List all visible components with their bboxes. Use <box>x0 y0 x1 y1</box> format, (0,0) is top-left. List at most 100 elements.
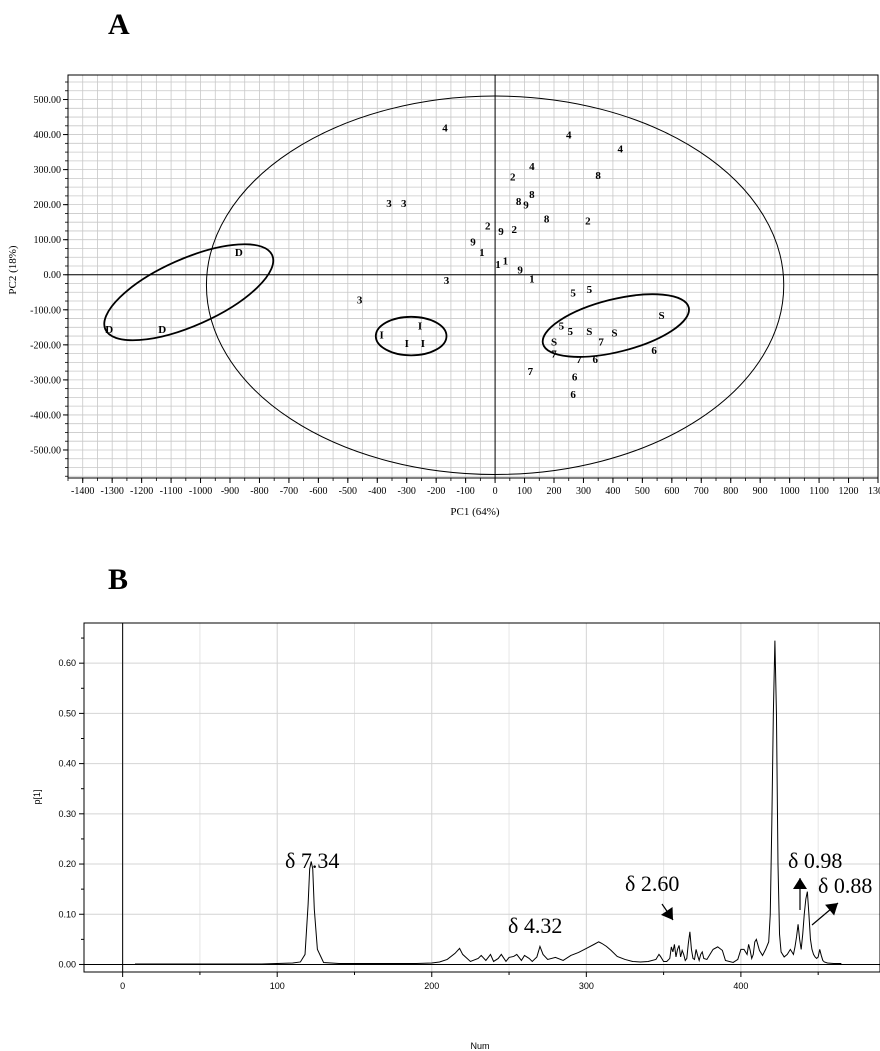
score-point-label: S <box>658 310 664 322</box>
score-point-label: 8 <box>529 189 535 201</box>
score-point-label: 2 <box>510 172 516 184</box>
peak-annotation: δ 7.34 <box>285 848 339 873</box>
score-point-label: 5 <box>570 287 576 299</box>
score-point-label: 1 <box>495 259 501 271</box>
x-tick-label: -300 <box>398 486 416 497</box>
annotation-arrow-head <box>825 903 838 916</box>
x-tick-label: 300 <box>576 486 591 497</box>
y-tick-label: 300.00 <box>34 165 62 176</box>
y-tick-label: 0.30 <box>58 809 76 819</box>
x-tick-label: 0 <box>120 981 125 991</box>
x-axis-label: Num <box>470 1041 489 1051</box>
confidence-ellipse <box>205 95 785 475</box>
y-tick-label: -400.00 <box>30 410 61 421</box>
score-point-label: 3 <box>386 198 392 210</box>
plot-frame <box>67 74 879 479</box>
score-point-label: 7 <box>598 336 604 348</box>
score-point-label: 2 <box>511 224 517 236</box>
x-tick-label: 0 <box>493 486 498 497</box>
score-point-label: 9 <box>517 264 523 276</box>
score-point-label: 6 <box>570 389 576 401</box>
score-point-label: S <box>551 336 557 348</box>
score-point-label: 6 <box>651 345 657 357</box>
y-tick-label: 100.00 <box>34 235 62 246</box>
x-tick-label: -100 <box>456 486 474 497</box>
score-point-label: 6 <box>592 354 598 366</box>
x-tick-label: 600 <box>664 486 679 497</box>
loading-plot: 0 100 200 300 400 0.00 0.10 0.20 0.30 0.40 0.50 0.6… <box>32 622 880 1051</box>
x-tick-label: 100 <box>517 486 532 497</box>
group-ellipse <box>541 293 690 358</box>
x-tick-label: 100 <box>270 981 285 991</box>
score-point-label: I <box>418 321 422 333</box>
score-point-label: 9 <box>498 226 504 238</box>
score-point-label: 4 <box>618 144 624 156</box>
score-point-label: 5 <box>587 284 593 296</box>
x-tick-label: -1100 <box>160 486 183 497</box>
score-point-label: 2 <box>585 215 591 227</box>
y-tick-label: -500.00 <box>30 445 61 456</box>
score-point-label: D <box>235 247 243 259</box>
score-point-label: 2 <box>485 221 491 233</box>
score-point-label: 7 <box>576 354 582 366</box>
panel-a-label: A <box>108 8 130 41</box>
score-point-label: 8 <box>595 170 601 182</box>
x-tick-label: -400 <box>368 486 386 497</box>
score-point-label: 4 <box>529 161 535 173</box>
y-tick-label: 0.40 <box>58 759 76 769</box>
x-axis-label: PC1 (64%) <box>450 506 500 518</box>
x-tick-label: 1000 <box>780 486 800 497</box>
score-point-label: I <box>405 338 409 350</box>
score-point-label: I <box>380 329 384 341</box>
score-point-label: 1 <box>529 273 535 285</box>
score-point-label: 8 <box>516 196 522 208</box>
score-point-label: 9 <box>523 200 529 212</box>
group-ellipse <box>103 243 275 342</box>
y-tick-label: 0.00 <box>58 959 76 969</box>
grid-a <box>67 75 879 478</box>
y-axis-label: PC2 (18%) <box>7 245 19 295</box>
x-tick-label: 200 <box>547 486 562 497</box>
x-tick-label: -1400 <box>71 486 94 497</box>
x-tick-label: 400 <box>733 981 748 991</box>
x-tick-label: -1000 <box>189 486 212 497</box>
score-point-label: D <box>158 324 166 336</box>
loading-series-line <box>135 640 842 965</box>
score-point-label: 7 <box>551 349 557 361</box>
plot-frame <box>83 622 880 973</box>
score-point-label: 5 <box>567 326 573 338</box>
y-tick-label: 400.00 <box>34 130 62 141</box>
y-tick-label: 0.00 <box>44 270 62 281</box>
x-tick-label: -500 <box>339 486 357 497</box>
x-tick-label: 1100 <box>809 486 829 497</box>
score-point-label: 6 <box>572 371 578 383</box>
y-tick-label: 0.20 <box>58 859 76 869</box>
peak-annotation: δ 4.32 <box>508 913 562 938</box>
score-point-label: 3 <box>444 275 450 287</box>
annotation-arrow-head <box>660 906 673 920</box>
score-point-label: 3 <box>401 198 407 210</box>
axes-b: 0 100 200 300 400 0.00 0.10 0.20 0.30 0.40 0.50 0.6… <box>58 622 880 991</box>
y-tick-label: -100.00 <box>30 305 61 316</box>
y-tick-label: -300.00 <box>30 375 61 386</box>
axes-a: -1400 -1300 -1200 -1100 -1000 -900 -800 -700 -60… <box>30 74 880 497</box>
annotations-b: δ 7.34 δ 4.32 δ 2.60 δ 0.98δ 0.88 <box>285 848 872 938</box>
group-ellipse <box>374 315 448 357</box>
x-tick-label: 300 <box>579 981 594 991</box>
y-tick-label: 0.50 <box>58 708 76 718</box>
annotation-arrow-head <box>793 878 807 889</box>
score-point-label: 1 <box>503 256 509 268</box>
x-tick-label: 200 <box>424 981 439 991</box>
score-point-label: 5 <box>559 321 565 333</box>
x-tick-label: -1300 <box>101 486 124 497</box>
score-point-label: S <box>586 326 592 338</box>
y-tick-label: 500.00 <box>34 95 62 106</box>
x-tick-label: -600 <box>309 486 327 497</box>
score-point-label: 7 <box>528 366 534 378</box>
x-tick-label: 900 <box>753 486 768 497</box>
score-point-label: S <box>611 328 617 340</box>
x-tick-label: -1200 <box>130 486 153 497</box>
series-b <box>135 640 842 965</box>
x-tick-label: 700 <box>694 486 709 497</box>
